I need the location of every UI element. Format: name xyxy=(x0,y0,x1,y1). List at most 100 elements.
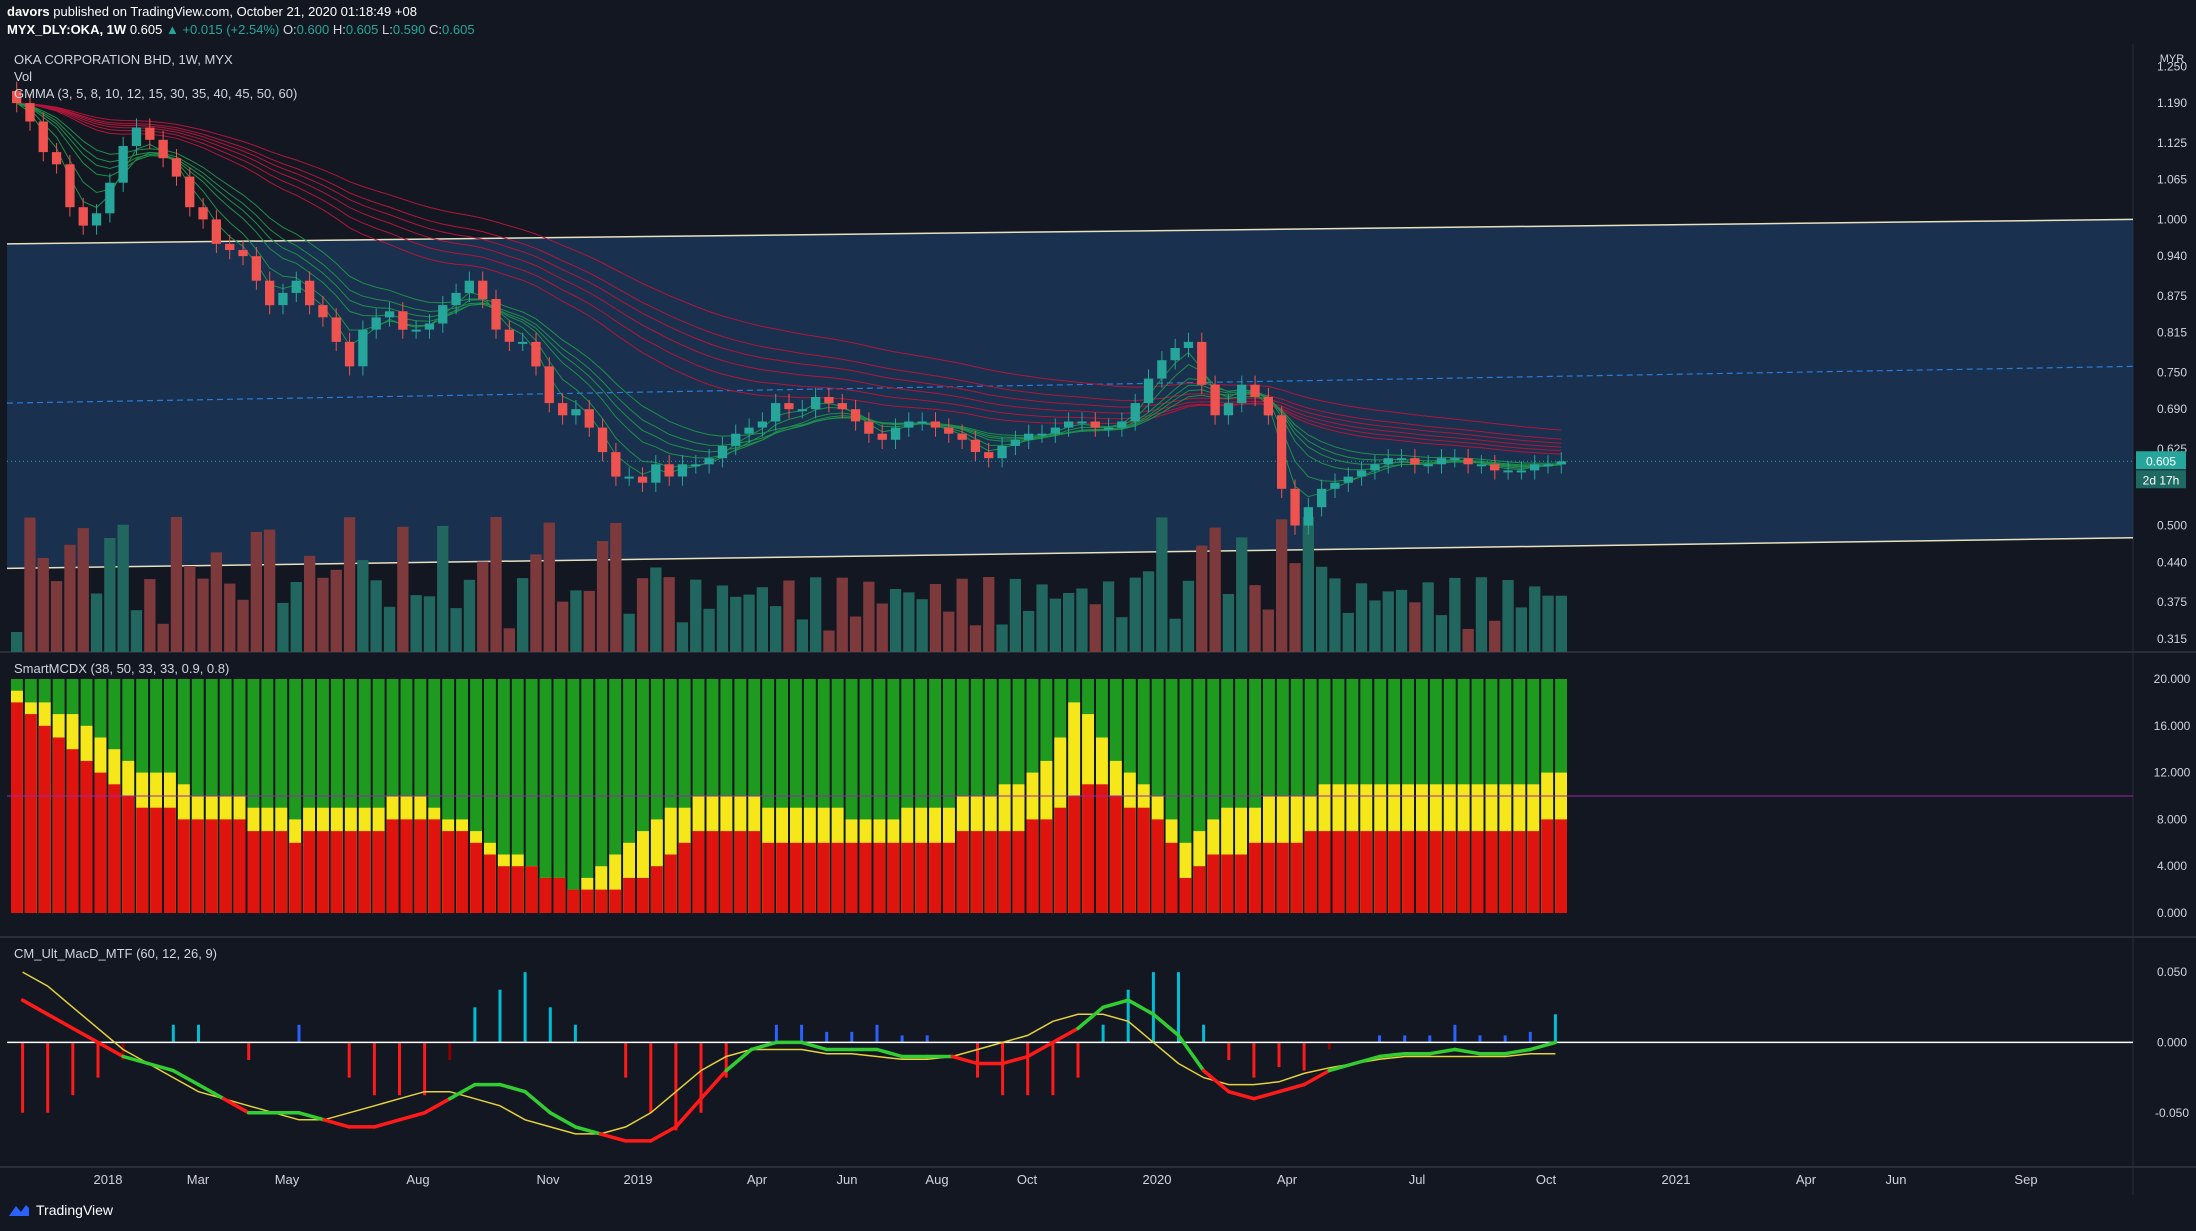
volume-bar xyxy=(264,529,276,652)
volume-bar xyxy=(743,594,755,652)
mcdx-tick-label: 8.000 xyxy=(2157,812,2187,826)
mcdx-banker-bar xyxy=(734,831,747,913)
tradingview-logo-icon xyxy=(9,1205,29,1216)
macd-line-segment xyxy=(1252,1089,1281,1101)
candle-body xyxy=(850,409,861,422)
mcdx-banker-bar xyxy=(567,889,580,913)
mcdx-banker-bar xyxy=(414,819,427,913)
candle-body xyxy=(1383,458,1393,465)
candle-body xyxy=(1370,464,1380,471)
mcdx-banker-bar xyxy=(539,877,552,913)
macd-line-segment xyxy=(1000,1054,1030,1066)
macd-line-segment xyxy=(20,998,50,1017)
channel-mid-line xyxy=(6,365,2134,404)
volume-bar xyxy=(144,579,156,652)
candle-body xyxy=(1503,470,1513,473)
mcdx-banker-bar xyxy=(943,842,955,913)
candle-body xyxy=(1303,507,1313,526)
volume-bar xyxy=(1529,586,1541,652)
mcdx-banker-bar xyxy=(637,877,649,913)
mcdx-banker-bar xyxy=(317,831,329,913)
mcdx-banker-bar xyxy=(1388,831,1401,913)
candle-body xyxy=(1037,433,1047,436)
volume-bar xyxy=(983,577,995,652)
volume-bar xyxy=(889,589,902,652)
volume-bar xyxy=(623,613,635,652)
candle-body xyxy=(411,329,421,332)
mcdx-banker-bar xyxy=(247,831,260,913)
mcdx-banker-bar xyxy=(344,831,357,913)
candle-body xyxy=(984,452,994,459)
candle-body xyxy=(91,213,102,226)
volume-bar xyxy=(24,517,36,652)
price-change: ▲ +0.015 (+2.54%) xyxy=(165,22,280,37)
candle-body xyxy=(211,219,221,244)
mcdx-banker-bar xyxy=(887,842,900,913)
volume-bar xyxy=(1222,594,1235,652)
volume-bar xyxy=(663,577,675,652)
high-label: H: xyxy=(332,22,346,37)
author-name[interactable]: davors xyxy=(7,4,50,19)
volume-bar xyxy=(1262,609,1274,652)
volume-bar xyxy=(1102,581,1115,652)
candle-body xyxy=(1250,384,1260,397)
close-label: C: xyxy=(429,22,443,37)
candle-body xyxy=(238,250,248,257)
candle-body xyxy=(1490,464,1500,471)
macd-line-segment xyxy=(171,1068,201,1087)
volume-bar xyxy=(583,590,595,652)
time-axis-label: 2018 xyxy=(94,1172,123,1187)
mcdx-banker-bar xyxy=(233,819,246,913)
volume-bar xyxy=(1302,517,1314,652)
time-axis-label: Jun xyxy=(837,1172,858,1187)
mcdx-banker-bar xyxy=(720,831,733,913)
tradingview-logo[interactable]: TradingView xyxy=(8,1202,113,1218)
current-price-badge xyxy=(2136,451,2186,470)
volume-bar xyxy=(1289,563,1301,652)
candle-body xyxy=(1317,488,1327,508)
mcdx-banker-bar xyxy=(330,831,343,913)
volume-bar xyxy=(1316,566,1328,652)
mcdx-banker-bar xyxy=(219,819,232,913)
low-value: 0.590 xyxy=(392,22,426,37)
candle-body xyxy=(531,341,541,367)
macd-line-segment xyxy=(1201,1068,1231,1094)
volume-legend[interactable]: Vol xyxy=(14,69,33,84)
candle-body xyxy=(784,403,794,410)
main-series-legend[interactable]: OKA CORPORATION BHD, 1W, MYX xyxy=(14,52,233,67)
macd-line-segment xyxy=(523,1089,553,1115)
macd-legend[interactable]: CM_Ult_MacD_MTF (60, 12, 26, 9) xyxy=(14,946,218,961)
gmma-long-ema xyxy=(16,102,1562,452)
mcdx-banker-bar xyxy=(80,760,93,913)
candle-body xyxy=(424,323,435,330)
macd-line-segment xyxy=(322,1118,351,1129)
gmma-legend[interactable]: GMMA (3, 5, 8, 10, 12, 15, 30, 35, 40, 4… xyxy=(14,86,298,101)
candle-body xyxy=(118,146,128,183)
countdown-badge xyxy=(2136,470,2186,489)
price-tick-label: 0.375 xyxy=(2157,595,2187,609)
mcdx-banker-bar xyxy=(762,842,775,913)
macd-tick-label: 0.050 xyxy=(2157,965,2187,979)
candle-body xyxy=(51,152,62,165)
volume-bar xyxy=(184,566,196,652)
open-label: O: xyxy=(282,22,297,37)
volume-bar xyxy=(1435,615,1448,652)
mcdx-banker-bar xyxy=(970,831,983,913)
mcdx-banker-bar xyxy=(1499,831,1512,913)
mcdx-banker-bar xyxy=(831,842,844,913)
mcdx-banker-bar xyxy=(372,831,385,913)
gmma-short-ema xyxy=(16,102,1562,466)
volume-bar xyxy=(690,579,702,652)
volume-bar xyxy=(716,585,729,652)
mcdx-banker-bar xyxy=(664,854,677,913)
volume-bar xyxy=(1449,577,1461,652)
candle-body xyxy=(837,403,847,410)
macd-line-segment xyxy=(1327,1061,1357,1073)
candle-body xyxy=(957,433,967,440)
smartmcdx-legend[interactable]: SmartMCDX (38, 50, 33, 33, 0.9, 0.8) xyxy=(14,661,230,676)
macd-line-segment xyxy=(1302,1068,1332,1087)
volume-bar xyxy=(1369,600,1381,652)
mcdx-banker-bar xyxy=(191,819,204,913)
price-tick-label: 1.190 xyxy=(2157,96,2187,110)
